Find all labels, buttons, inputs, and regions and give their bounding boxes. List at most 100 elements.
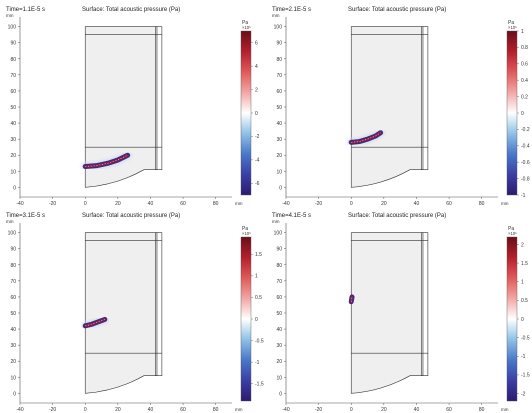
x-tick-label: -40 [16, 407, 23, 413]
x-tick-label: 60 [180, 201, 186, 207]
y-tick-label: 70 [10, 73, 16, 79]
y-tick-label: 50 [276, 311, 282, 317]
y-tick-label: 100 [274, 231, 283, 237]
x-tick-label: 0 [84, 201, 87, 207]
x-tick-label: -40 [282, 201, 289, 207]
colorbar-tick-label: -1 [255, 360, 260, 366]
chart-panel-4: Time=4.1E-5 s Surface: Total acoustic pre… [272, 213, 530, 413]
x-tick-label: 40 [148, 201, 154, 207]
domain-shape [84, 232, 158, 394]
x-tick-label: 0 [350, 407, 353, 413]
colorbar-tick-label: 0.2 [521, 94, 528, 100]
colorbar-tick-label: 0.5 [521, 298, 528, 304]
colorbar-tick-label: 1.5 [521, 261, 528, 267]
wavefront-ripple [350, 296, 353, 302]
wavefront-positive [350, 131, 382, 144]
colorbar [240, 236, 252, 402]
y-tick-label: 80 [276, 263, 282, 269]
colorbar-tick-label: 0 [255, 111, 258, 117]
y-tick-label: 20 [10, 359, 16, 365]
y-tick-label: 90 [10, 247, 16, 253]
y-tick-label: 90 [10, 41, 16, 47]
colorbar [240, 30, 252, 196]
colorbar-multiplier: ×10⁵ [242, 231, 251, 236]
x-tick-label: 40 [414, 407, 420, 413]
colorbar-tick-label: 0 [255, 317, 258, 323]
colorbar-unit: Pa [508, 226, 514, 232]
y-tick-label: 100 [8, 25, 17, 31]
inner-strip [421, 26, 429, 170]
y-tick-label: 10 [10, 375, 16, 381]
plot-title: Surface: Total acoustic pressure (Pa) [348, 7, 446, 13]
chart-panel-2: Time=2.1E-5 s Surface: Total acoustic pre… [272, 7, 530, 207]
y-tick-label: 70 [276, 73, 282, 79]
x-tick-label: 0 [350, 201, 353, 207]
colorbar-tick-label: 0.5 [255, 295, 262, 301]
colorbar-tick-label: -1 [521, 354, 526, 360]
y-tick-label: 80 [10, 57, 16, 63]
time-label: Time=4.1E-5 s [272, 213, 311, 219]
y-tick-label: 30 [10, 137, 16, 143]
colorbar-tick-label: -0.5 [521, 335, 530, 341]
y-tick-label: 80 [276, 57, 282, 63]
y-unit-label: mm [6, 219, 14, 224]
colorbar-unit: Pa [242, 20, 248, 26]
colorbar-tick-label: -1 [521, 193, 526, 199]
y-tick-label: 60 [276, 89, 282, 95]
x-tick-label: 40 [414, 201, 420, 207]
colorbar-tick-label: -2 [521, 391, 526, 397]
y-tick-label: 30 [276, 137, 282, 143]
colorbar-unit: Pa [242, 226, 248, 232]
y-tick-label: 10 [276, 375, 282, 381]
x-unit-label: mm [501, 407, 509, 412]
colorbar-tick-label: 0.6 [521, 62, 528, 68]
colorbar [506, 236, 518, 402]
y-tick-label: 10 [10, 169, 16, 175]
y-tick-label: 30 [10, 343, 16, 349]
plot-title: Surface: Total acoustic pressure (Pa) [82, 7, 180, 13]
y-tick-label: 60 [10, 89, 16, 95]
y-tick-label: 80 [10, 263, 16, 269]
x-tick-label: 0 [84, 407, 87, 413]
domain-shape [350, 232, 424, 394]
y-tick-label: 40 [276, 327, 282, 333]
plot-title: Surface: Total acoustic pressure (Pa) [348, 213, 446, 219]
colorbar-tick-label: -2 [255, 134, 260, 140]
x-tick-label: 80 [213, 407, 219, 413]
colorbar-unit: Pa [508, 20, 514, 26]
x-tick-label: 60 [446, 407, 452, 413]
y-tick-label: 90 [276, 41, 282, 47]
y-tick-label: 0 [13, 185, 16, 191]
inner-strip [155, 232, 163, 376]
colorbar-tick-label: -0.2 [521, 127, 530, 133]
colorbar-tick-label: 0 [521, 111, 524, 117]
time-label: Time=2.1E-5 s [272, 7, 311, 13]
y-tick-label: 0 [279, 185, 282, 191]
colorbar-tick-label: -1.5 [521, 373, 530, 379]
x-tick-label: -20 [315, 201, 322, 207]
x-tick-label: 40 [148, 407, 154, 413]
x-tick-label: 20 [381, 201, 387, 207]
y-tick-label: 60 [276, 295, 282, 301]
colorbar-multiplier: ×10⁵ [508, 231, 517, 236]
y-tick-label: 20 [10, 153, 16, 159]
colorbar-tick-label: 1 [521, 280, 524, 286]
wavefront-ripple [85, 154, 128, 167]
x-tick-label: -40 [16, 201, 23, 207]
colorbar-tick-label: 1.5 [255, 252, 262, 258]
x-unit-label: mm [235, 407, 243, 412]
x-tick-label: -40 [282, 407, 289, 413]
time-label: Time=3.1E-5 s [6, 213, 45, 219]
colorbar-tick-label: -0.6 [521, 160, 530, 166]
y-tick-label: 70 [10, 279, 16, 285]
colorbar-tick-label: 1 [255, 274, 258, 280]
y-tick-label: 20 [276, 359, 282, 365]
time-label: Time=1.1E-5 s [6, 7, 45, 13]
plot-title: Surface: Total acoustic pressure (Pa) [82, 213, 180, 219]
wavefront-ripple [85, 319, 105, 327]
colorbar-multiplier: ×10⁵ [508, 25, 517, 30]
colorbar-tick-label: -0.5 [255, 338, 264, 344]
inner-strip [155, 26, 163, 170]
y-unit-label: mm [6, 13, 14, 18]
